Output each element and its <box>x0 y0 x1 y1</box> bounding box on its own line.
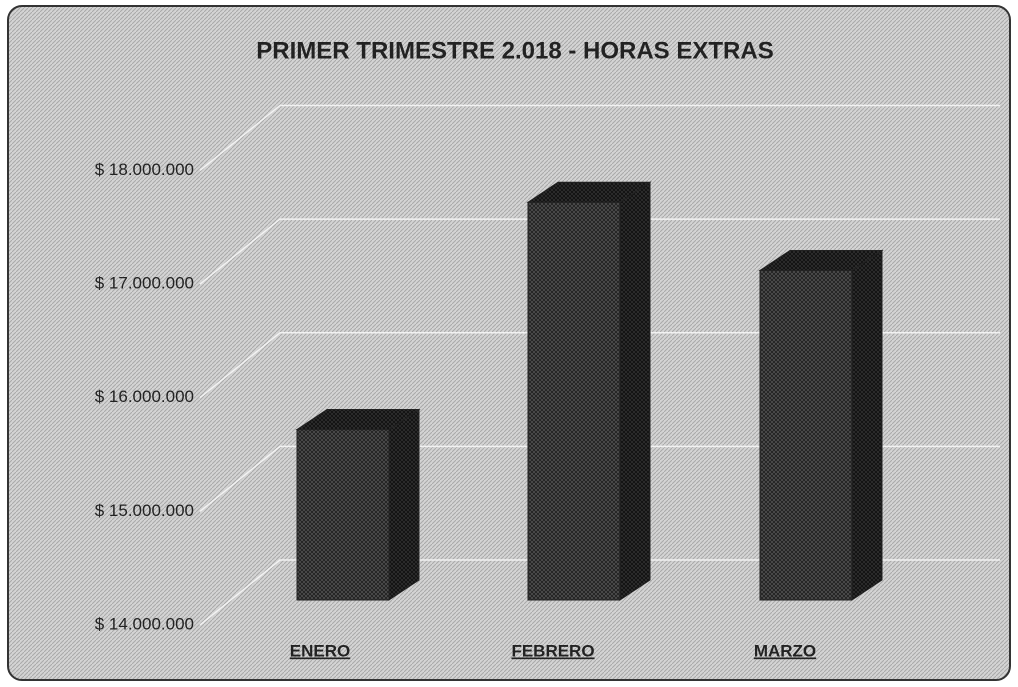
bar-top <box>526 181 652 203</box>
bar-front <box>296 429 390 601</box>
grid-line <box>199 104 1000 172</box>
bar-side <box>619 181 651 601</box>
grid-line <box>199 218 1000 285</box>
y-tick-label: $ 18.000.000 <box>95 160 194 179</box>
chart-title: PRIMER TRIMESTRE 2.018 - HORAS EXTRAS <box>256 37 773 64</box>
bar-front <box>759 269 853 601</box>
y-tick-label: $ 14.000.000 <box>95 614 194 633</box>
x-tick-label: FEBRERO <box>511 641 594 660</box>
bar-top <box>295 409 421 431</box>
bar-side <box>851 249 883 601</box>
y-tick-label: $ 16.000.000 <box>95 387 194 406</box>
bar-top <box>758 249 884 271</box>
bar-side <box>388 408 420 601</box>
x-tick-label: ENERO <box>290 641 350 660</box>
y-tick-label: $ 17.000.000 <box>95 274 194 293</box>
bar-front <box>527 201 621 601</box>
x-tick-label: MARZO <box>754 641 816 660</box>
y-tick-label: $ 15.000.000 <box>95 501 194 520</box>
